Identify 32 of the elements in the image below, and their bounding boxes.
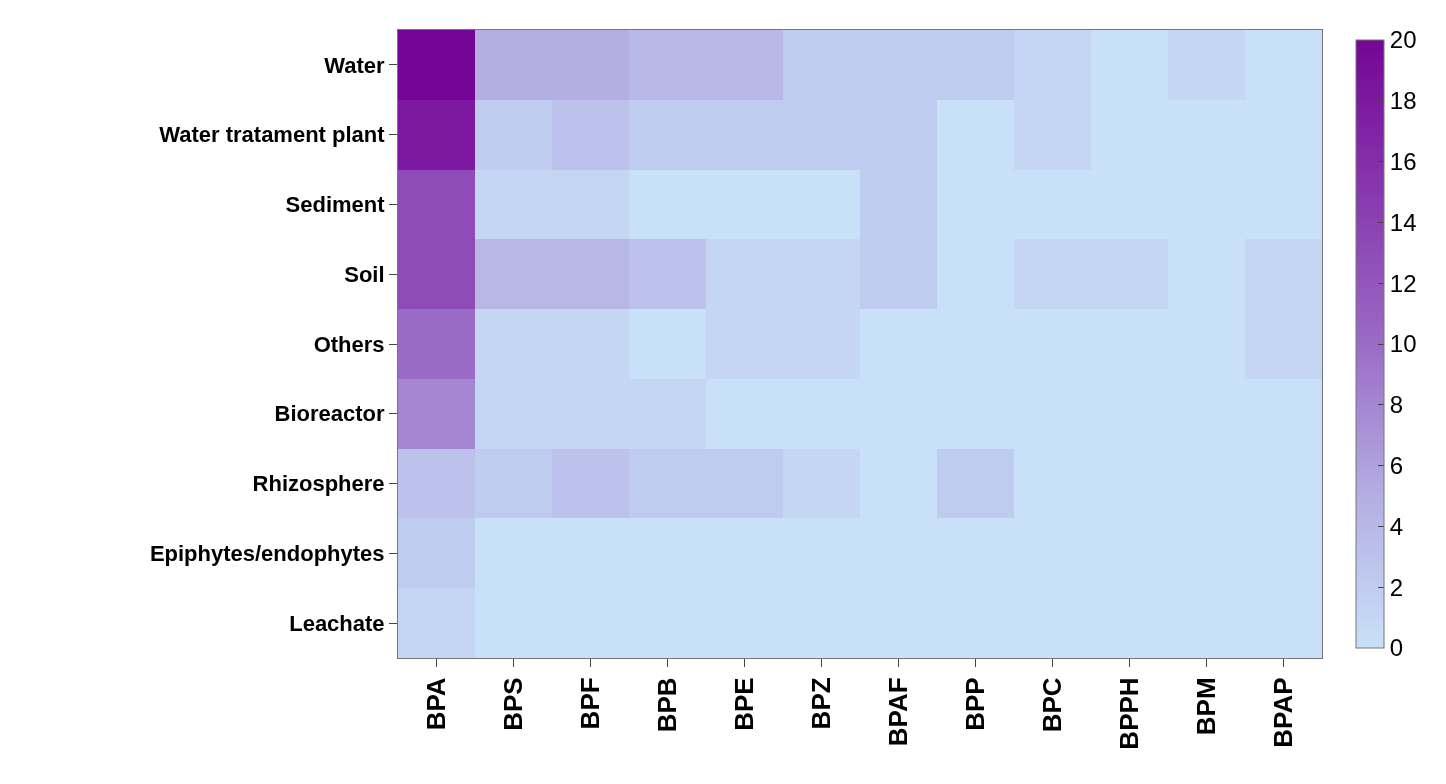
y-tick-label: Water tratament plant [159, 122, 386, 148]
color-bar-label: 20 [1389, 26, 1417, 54]
x-tick-label: BPP [959, 677, 990, 731]
color-bar-label: 4 [1389, 512, 1404, 540]
x-tick-label: BPB [651, 677, 682, 733]
x-tick-label: BPS [497, 677, 528, 731]
color-bar-label: 14 [1389, 208, 1417, 236]
y-tick-label: Epiphytes/endophytes [149, 541, 385, 567]
color-bar-label: 12 [1389, 269, 1417, 297]
x-tick-label: BPZ [805, 677, 836, 730]
x-tick-label: BPE [728, 677, 759, 731]
color-bar-label: 0 [1389, 634, 1404, 662]
x-tick-label: BPC [1036, 677, 1067, 733]
color-bar-label: 16 [1389, 148, 1417, 175]
color-bar-label: 2 [1389, 573, 1404, 601]
y-tick-label: Others [313, 331, 385, 357]
y-tick-label: Water [324, 52, 386, 78]
y-tick-label: Leachate [289, 610, 385, 636]
color-bar-label: 6 [1389, 452, 1404, 479]
x-tick-label: BPPH [1113, 677, 1144, 750]
x-tick-label: BPAF [882, 677, 913, 747]
x-tick-label: BPM [1190, 677, 1221, 736]
y-tick-label: Bioreactor [274, 401, 386, 427]
y-tick-label: Soil [344, 261, 385, 287]
x-tick-label: BPAP [1267, 677, 1298, 748]
color-bar-label: 8 [1389, 391, 1404, 419]
y-tick-label: Rhizosphere [252, 471, 385, 497]
color-bar-label: 10 [1389, 330, 1417, 358]
x-tick-label: BPF [574, 677, 605, 730]
y-tick-label: Sediment [285, 192, 386, 218]
x-tick-label: BPA [420, 677, 451, 731]
color-bar-label: 18 [1389, 87, 1417, 115]
